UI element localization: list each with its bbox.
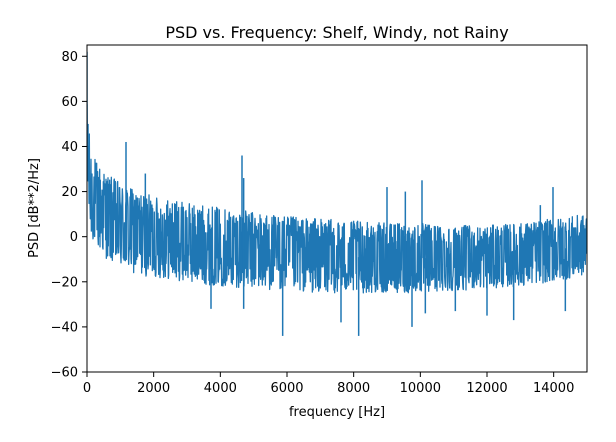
y-tick-label: −20: [51, 275, 78, 290]
x-tick-label: 0: [83, 381, 91, 396]
y-tick-label: −60: [51, 366, 78, 381]
x-tick-label: 2000: [137, 381, 170, 396]
x-axis-ticks: 0 2000 4000 6000 8000 10000 12000 14000: [83, 372, 574, 396]
y-tick-label: 20: [61, 185, 78, 200]
x-tick-label: 8000: [337, 381, 370, 396]
y-tick-label: 40: [61, 140, 78, 155]
plot-frame: [86, 44, 588, 373]
x-tick-label: 14000: [533, 381, 574, 396]
x-tick-label: 10000: [400, 381, 441, 396]
y-axis-ticks: −60 −40 −20 0 20 40 60 80: [51, 50, 87, 381]
y-tick-label: 80: [61, 50, 78, 65]
x-tick-label: 4000: [204, 381, 237, 396]
y-tick-label: 60: [61, 95, 78, 110]
y-axis-label: PSD [dB**2/Hz]: [27, 158, 42, 258]
chart-title: PSD vs. Frequency: Shelf, Windy, not Rai…: [165, 23, 508, 42]
y-tick-label: 0: [70, 230, 78, 245]
plot-area: [87, 51, 587, 336]
x-axis-label: frequency [Hz]: [289, 405, 385, 420]
x-tick-label: 12000: [466, 381, 507, 396]
y-tick-label: −40: [51, 320, 78, 335]
x-tick-label: 6000: [270, 381, 303, 396]
psd-series-line: [87, 104, 587, 294]
